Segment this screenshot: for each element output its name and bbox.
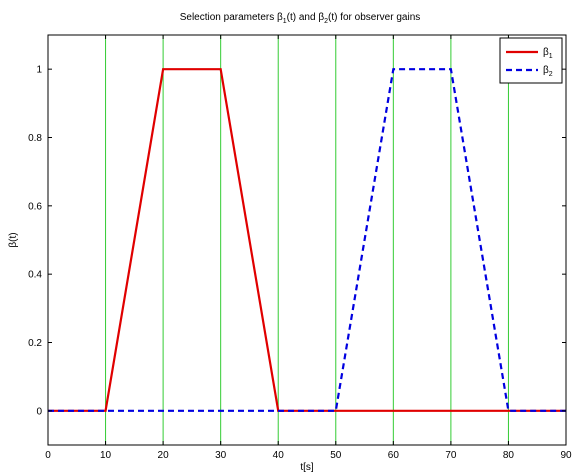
x-tick-label: 0 [45, 450, 51, 461]
x-tick-label: 30 [215, 450, 227, 461]
y-tick-label: 0.4 [28, 270, 42, 281]
plot-area [48, 35, 566, 445]
x-tick-label: 40 [273, 450, 285, 461]
x-tick-label: 90 [560, 450, 572, 461]
x-axis-label: t[s] [300, 462, 314, 473]
legend: β1 β2 [500, 38, 562, 83]
y-axis-label: β(t) [8, 232, 19, 247]
y-tick-label: 0 [36, 406, 42, 417]
y-tick-label: 0.6 [28, 201, 42, 212]
chart-title: Selection parameters β1(t) and β2(t) for… [180, 12, 421, 25]
y-tick-label: 1 [36, 65, 42, 76]
x-tick-label: 10 [100, 450, 112, 461]
x-tick-label: 50 [330, 450, 342, 461]
x-tick-label: 70 [445, 450, 457, 461]
x-tick-label: 20 [158, 450, 170, 461]
legend-box [500, 38, 562, 83]
y-tick-label: 0.8 [28, 133, 42, 144]
x-tick-label: 60 [388, 450, 400, 461]
y-tick-label: 0.2 [28, 338, 42, 349]
x-tick-label: 80 [503, 450, 515, 461]
